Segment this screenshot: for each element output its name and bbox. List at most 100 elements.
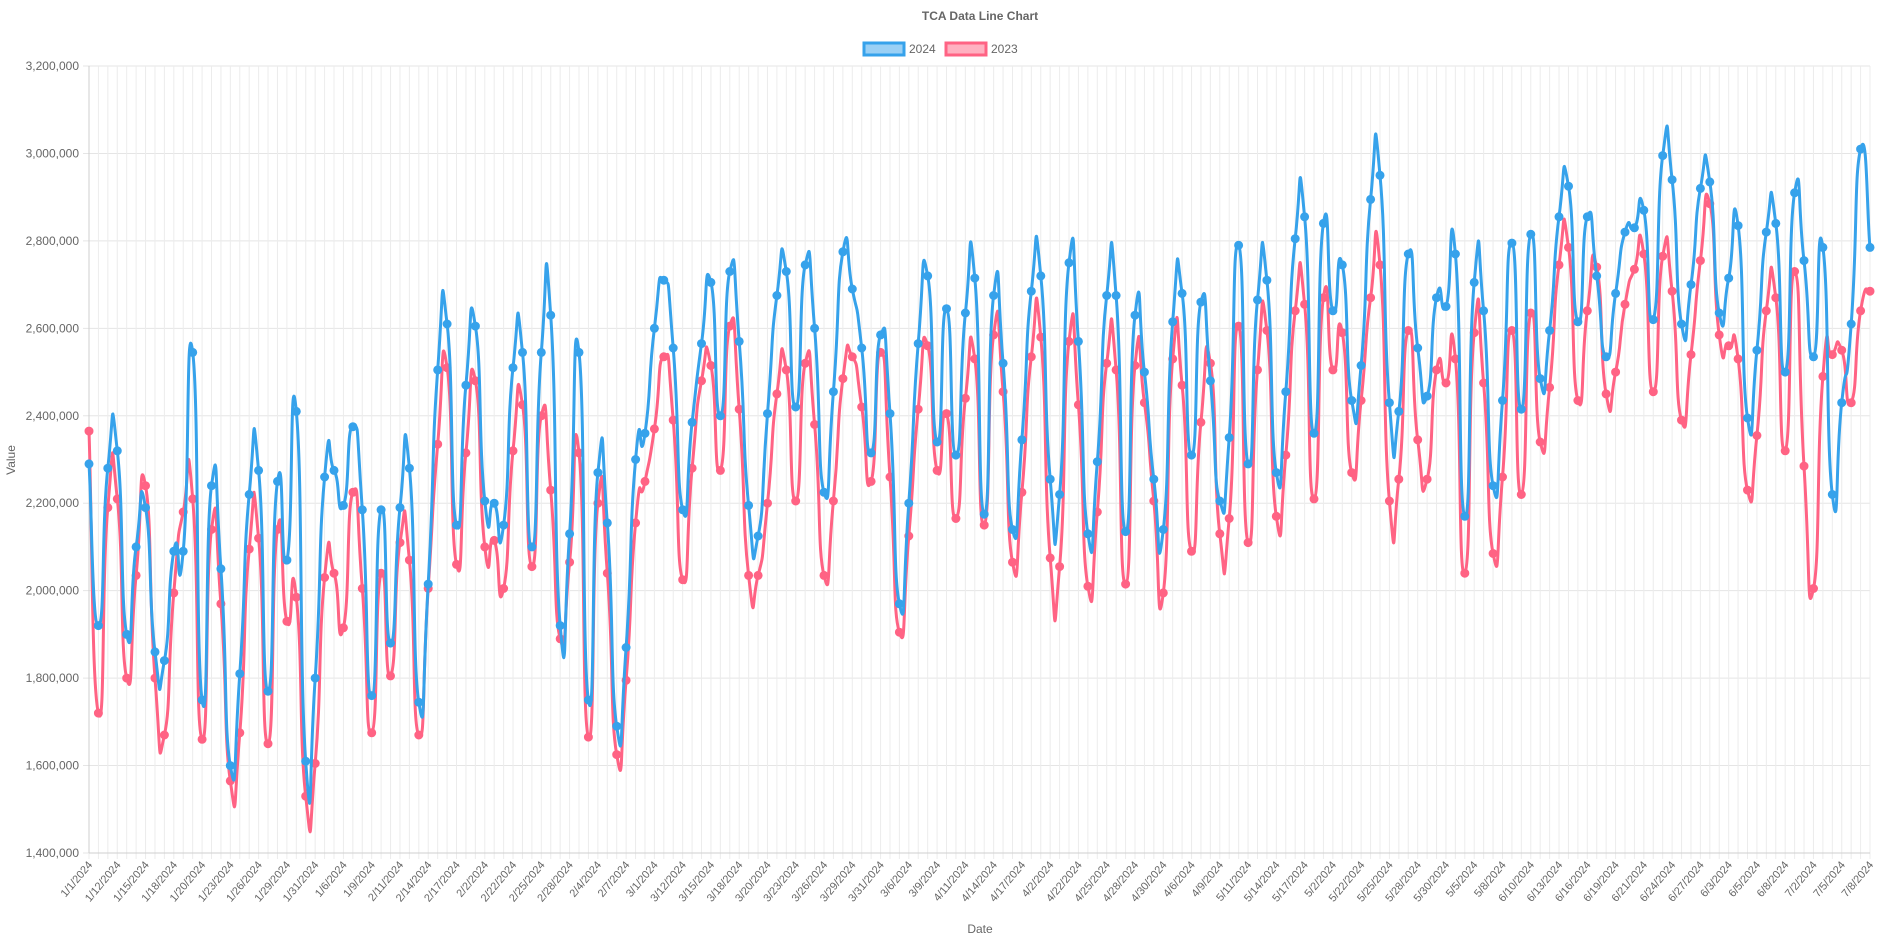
data-point-2024[interactable] bbox=[367, 691, 377, 701]
data-point-2024[interactable] bbox=[1695, 183, 1705, 193]
data-point-2023[interactable] bbox=[386, 671, 395, 681]
data-point-2023[interactable] bbox=[828, 496, 838, 506]
data-point-2023[interactable] bbox=[1290, 306, 1300, 316]
data-point-2023[interactable] bbox=[1177, 380, 1187, 390]
data-point-2024[interactable] bbox=[461, 380, 471, 390]
data-point-2024[interactable] bbox=[1168, 317, 1178, 327]
data-point-2024[interactable] bbox=[1121, 527, 1131, 537]
data-point-2024[interactable] bbox=[442, 319, 452, 329]
data-point-2024[interactable] bbox=[631, 455, 641, 464]
data-point-2023[interactable] bbox=[1827, 350, 1837, 360]
data-point-2024[interactable] bbox=[555, 621, 565, 631]
data-point-2023[interactable] bbox=[1582, 306, 1592, 316]
data-point-2024[interactable] bbox=[273, 476, 282, 486]
data-point-2023[interactable] bbox=[84, 426, 94, 436]
data-point-2023[interactable] bbox=[291, 592, 301, 602]
data-point-2023[interactable] bbox=[1611, 367, 1621, 377]
data-point-2024[interactable] bbox=[1102, 291, 1112, 300]
data-point-2024[interactable] bbox=[244, 490, 254, 499]
data-point-2023[interactable] bbox=[367, 728, 377, 738]
data-point-2024[interactable] bbox=[1639, 205, 1649, 215]
data-point-2023[interactable] bbox=[1460, 568, 1470, 578]
data-point-2023[interactable] bbox=[1507, 326, 1517, 335]
data-point-2024[interactable] bbox=[216, 564, 226, 574]
data-point-2024[interactable] bbox=[989, 291, 999, 300]
data-point-2024[interactable] bbox=[791, 402, 801, 412]
data-point-2023[interactable] bbox=[1526, 308, 1536, 318]
data-point-2023[interactable] bbox=[1780, 446, 1790, 456]
data-point-2024[interactable] bbox=[1432, 293, 1441, 303]
data-point-2023[interactable] bbox=[894, 627, 904, 637]
data-point-2024[interactable] bbox=[112, 446, 122, 456]
data-point-2024[interactable] bbox=[1620, 227, 1630, 237]
data-point-2023[interactable] bbox=[612, 750, 622, 760]
data-point-2024[interactable] bbox=[1139, 367, 1149, 377]
data-point-2023[interactable] bbox=[1601, 389, 1611, 399]
data-point-2024[interactable] bbox=[480, 496, 490, 506]
data-point-2024[interactable] bbox=[1724, 273, 1734, 283]
data-point-2024[interactable] bbox=[659, 275, 669, 285]
data-point-2023[interactable] bbox=[1102, 358, 1112, 368]
data-point-2023[interactable] bbox=[715, 465, 725, 475]
data-point-2023[interactable] bbox=[1045, 553, 1055, 563]
data-point-2024[interactable] bbox=[1366, 194, 1376, 204]
data-point-2023[interactable] bbox=[1724, 341, 1734, 351]
data-point-2024[interactable] bbox=[1790, 188, 1800, 198]
data-point-2024[interactable] bbox=[122, 629, 132, 639]
data-point-2024[interactable] bbox=[1196, 297, 1206, 307]
data-point-2024[interactable] bbox=[1403, 249, 1413, 259]
data-point-2024[interactable] bbox=[404, 463, 414, 473]
data-point-2024[interactable] bbox=[1761, 227, 1771, 237]
data-point-2024[interactable] bbox=[1809, 352, 1818, 362]
data-point-2023[interactable] bbox=[1620, 299, 1630, 309]
data-point-2024[interactable] bbox=[1300, 212, 1310, 222]
data-point-2024[interactable] bbox=[687, 417, 697, 427]
data-point-2024[interactable] bbox=[301, 756, 311, 766]
data-point-2024[interactable] bbox=[1309, 428, 1319, 438]
data-point-2023[interactable] bbox=[1837, 345, 1847, 355]
data-point-2024[interactable] bbox=[1526, 229, 1536, 239]
data-point-2024[interactable] bbox=[1827, 490, 1837, 499]
data-point-2024[interactable] bbox=[781, 267, 791, 276]
data-point-2024[interactable] bbox=[810, 323, 820, 333]
data-point-2023[interactable] bbox=[640, 476, 650, 486]
data-point-2023[interactable] bbox=[951, 514, 961, 523]
data-point-2024[interactable] bbox=[951, 450, 961, 460]
data-point-2024[interactable] bbox=[668, 343, 678, 353]
data-point-2024[interactable] bbox=[1384, 398, 1394, 408]
data-point-2024[interactable] bbox=[1394, 406, 1404, 416]
data-point-2024[interactable] bbox=[819, 487, 829, 497]
data-point-2023[interactable] bbox=[329, 568, 339, 578]
data-point-2024[interactable] bbox=[1733, 221, 1743, 231]
data-point-2024[interactable] bbox=[1629, 223, 1639, 233]
data-point-2023[interactable] bbox=[1752, 431, 1762, 440]
data-point-2024[interactable] bbox=[489, 498, 499, 508]
data-point-2024[interactable] bbox=[1554, 212, 1564, 222]
data-point-2024[interactable] bbox=[1545, 326, 1555, 335]
data-point-2023[interactable] bbox=[706, 361, 716, 370]
data-point-2024[interactable] bbox=[857, 343, 867, 353]
data-point-2024[interactable] bbox=[697, 339, 706, 349]
data-point-2023[interactable] bbox=[1055, 562, 1065, 572]
data-point-2024[interactable] bbox=[1262, 275, 1272, 285]
data-point-2024[interactable] bbox=[310, 673, 320, 683]
data-point-2024[interactable] bbox=[1375, 170, 1385, 180]
data-point-2024[interactable] bbox=[998, 358, 1008, 368]
data-point-2024[interactable] bbox=[1026, 286, 1036, 296]
data-point-2024[interactable] bbox=[979, 509, 989, 519]
data-point-2024[interactable] bbox=[207, 481, 216, 491]
data-point-2024[interactable] bbox=[282, 555, 292, 565]
data-point-2023[interactable] bbox=[1337, 328, 1347, 338]
data-point-2024[interactable] bbox=[565, 529, 575, 539]
data-point-2024[interactable] bbox=[894, 599, 904, 609]
data-point-2023[interactable] bbox=[1714, 330, 1724, 340]
data-point-2023[interactable] bbox=[838, 374, 848, 384]
data-point-2023[interactable] bbox=[452, 559, 461, 569]
data-point-2024[interactable] bbox=[1743, 413, 1752, 423]
data-point-2023[interactable] bbox=[942, 409, 951, 419]
data-point-2024[interactable] bbox=[866, 448, 876, 458]
data-point-2023[interactable] bbox=[678, 575, 688, 585]
data-point-2023[interactable] bbox=[414, 730, 424, 740]
data-point-2024[interactable] bbox=[1714, 308, 1724, 318]
data-point-2023[interactable] bbox=[141, 481, 150, 491]
